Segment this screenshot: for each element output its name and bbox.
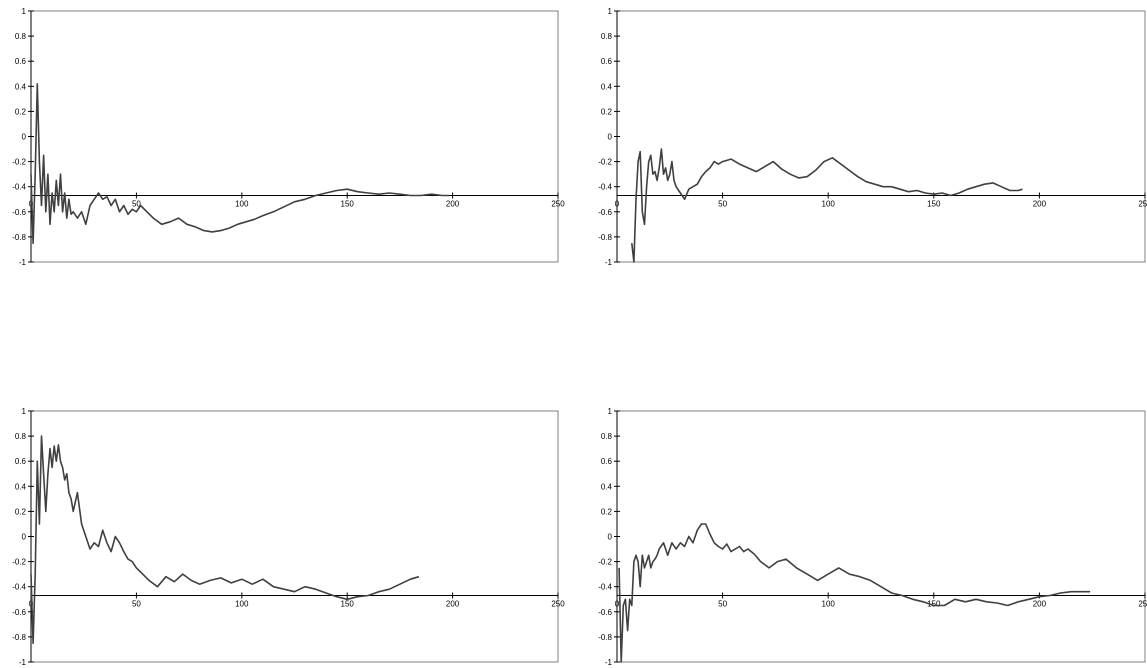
y-tick-label: 0 — [22, 133, 27, 142]
x-tick-label: 250 — [551, 199, 565, 208]
x-tick-label: 200 — [446, 199, 460, 208]
y-tick-label: -0.8 — [12, 633, 26, 642]
series-line — [30, 83, 449, 244]
y-tick-label: 1 — [608, 7, 613, 16]
y-tick-label: 0.4 — [601, 82, 613, 91]
y-tick-label: 0.8 — [601, 32, 613, 41]
y-tick-label: 0 — [608, 133, 613, 142]
x-tick-label: 250 — [1138, 199, 1147, 208]
y-tick-label: -0.6 — [598, 208, 612, 217]
x-tick-label: 150 — [341, 599, 355, 608]
x-tick-label: 100 — [235, 599, 249, 608]
x-tick-label: 200 — [446, 599, 460, 608]
y-tick-label: -1 — [605, 658, 613, 667]
x-tick-label: 50 — [132, 599, 141, 608]
y-tick-label: -0.2 — [12, 158, 26, 167]
plot-area — [616, 410, 1146, 663]
y-tick-label: -0.2 — [12, 558, 26, 567]
y-tick-label: 0.4 — [15, 482, 27, 491]
x-tick-label: 50 — [718, 199, 727, 208]
y-tick-label: 1 — [22, 407, 27, 416]
y-tick-label: 0.6 — [15, 57, 27, 66]
y-tick-label: -1 — [19, 258, 27, 267]
y-tick-label: -0.8 — [598, 233, 612, 242]
y-tick-label: 0.2 — [15, 107, 27, 116]
x-tick-label: 50 — [718, 599, 727, 608]
x-tick-label: 250 — [551, 599, 565, 608]
y-tick-label: -0.4 — [12, 183, 26, 192]
plot-area — [30, 410, 559, 663]
plot-area — [30, 10, 559, 263]
x-tick-label: 250 — [1138, 599, 1147, 608]
x-tick-label: 100 — [822, 199, 836, 208]
y-tick-label: 0.6 — [15, 457, 27, 466]
chart-panel-bottom-left: 10.80.60.40.20-0.2-0.4-0.6-0.8-10 50 100 15… — [12, 407, 565, 667]
x-tick-label: 150 — [927, 199, 941, 208]
x-tick-label: 0 — [615, 199, 620, 208]
y-tick-label: -0.2 — [598, 158, 612, 167]
x-tick-label: 50 — [132, 199, 141, 208]
y-tick-label: -0.4 — [598, 583, 612, 592]
chart-panel-top-right: 1 0.8 0.6 0.4 0.2 0 -0.2 -0.4 -0.6 -0.8 -1 0 50 100 15… — [598, 7, 1147, 267]
y-tick-label: 0.6 — [601, 57, 613, 66]
y-tick-label: 0 — [22, 533, 27, 542]
x-tick-label: 200 — [1033, 199, 1047, 208]
chart-panel-bottom-right: 1 0.8 0.6 0.4 0.2 0 -0.2 -0.4 -0.6 -0.8 -1 0 50 100 15… — [598, 407, 1147, 667]
y-tick-label: 0.2 — [601, 507, 613, 516]
x-tick-label: 200 — [1033, 599, 1047, 608]
y-tick-label: 0 — [608, 533, 613, 542]
x-tick-label: 0 — [615, 599, 620, 608]
y-tick-label: -0.6 — [598, 608, 612, 617]
series-line — [30, 435, 420, 645]
y-tick-label: -0.6 — [12, 208, 26, 217]
y-tick-label: -0.8 — [598, 633, 612, 642]
y-tick-label: 0.4 — [601, 482, 613, 491]
y-tick-label: -0.6 — [12, 608, 26, 617]
y-tick-label: 1 — [608, 407, 613, 416]
y-tick-label: 0.8 — [15, 32, 27, 41]
y-tick-label: 0.6 — [601, 457, 613, 466]
y-tick-label: 0.4 — [15, 82, 27, 91]
series-line — [631, 148, 1023, 263]
y-tick-label: -0.4 — [12, 583, 26, 592]
y-tick-label: 1 — [22, 7, 27, 16]
chart-panel-top-left: 10.80.60.40.20-0.2-0.4-0.6-0.8-10 50 100 15… — [12, 7, 565, 267]
y-tick-label: -0.4 — [598, 183, 612, 192]
y-tick-label: -0.8 — [12, 233, 26, 242]
y-tick-label: -1 — [605, 258, 613, 267]
y-tick-label: -1 — [19, 658, 27, 667]
x-tick-label: 150 — [927, 599, 941, 608]
y-tick-label: 0.2 — [15, 507, 27, 516]
plot-area — [616, 10, 1146, 263]
x-tick-label: 100 — [235, 199, 249, 208]
y-tick-label: 0.2 — [601, 107, 613, 116]
x-tick-label: 150 — [341, 199, 355, 208]
y-tick-label: 0.8 — [601, 432, 613, 441]
x-tick-label: 100 — [822, 599, 836, 608]
y-tick-label: -0.2 — [598, 558, 612, 567]
series-line — [618, 523, 1091, 663]
y-tick-label: 0.8 — [15, 432, 27, 441]
